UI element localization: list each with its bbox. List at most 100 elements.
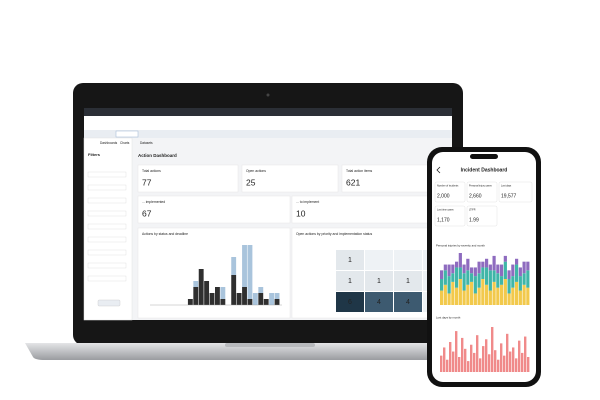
stacked-bar: [477, 287, 481, 305]
heat-cell: [394, 250, 422, 270]
nav-tab[interactable]: Datasets: [140, 141, 153, 145]
bar: [458, 357, 461, 372]
stacked-bar: [496, 287, 500, 305]
kpi-card: [434, 181, 466, 203]
bar-closed: [215, 287, 220, 305]
kpi-value: 77: [142, 177, 152, 187]
bar: [446, 359, 449, 372]
bar: [443, 347, 446, 372]
bar: [485, 339, 488, 372]
stacked-bar: [518, 276, 522, 291]
heat-cell: [394, 292, 422, 312]
stacked-bar: [477, 261, 481, 274]
heat-cell: [336, 271, 364, 291]
apply-button[interactable]: [97, 299, 121, 307]
back-arrow[interactable]: [436, 166, 441, 174]
bar: [512, 347, 515, 372]
laptop-base: [25, 343, 470, 360]
bar-open: [231, 257, 237, 275]
camera: [266, 93, 270, 97]
bar-closed: [247, 299, 253, 305]
stacked-bar: [466, 284, 470, 305]
stacked-bar: [466, 270, 470, 285]
phone-title: Incident Dashboard: [461, 167, 508, 173]
stacked-bar: [447, 293, 451, 305]
kpi-value: 25: [246, 177, 256, 187]
bar-closed: [187, 299, 193, 305]
bar: [518, 340, 521, 372]
filter-field[interactable]: [87, 275, 127, 282]
filter-field[interactable]: [87, 171, 127, 178]
stacked-bar: [481, 261, 485, 268]
stacked-bar: [518, 290, 522, 305]
bar: [494, 350, 497, 372]
filter-field[interactable]: [87, 223, 127, 230]
kpi-label: Lost days: [501, 185, 512, 188]
heat-value: 1: [377, 278, 381, 285]
kpi-label: Personal injury cases: [469, 185, 493, 188]
kpi-card: [498, 181, 533, 203]
bar: [488, 354, 491, 372]
bar: [506, 333, 509, 372]
bar: [515, 358, 518, 372]
bar-open: [193, 281, 199, 287]
active-tab[interactable]: [115, 130, 139, 138]
laptop-notch: [225, 343, 315, 347]
stacked-bar: [470, 281, 474, 305]
kpi-label: Total actions: [142, 169, 161, 173]
stacked-bar: [443, 284, 447, 305]
bar: [455, 331, 458, 372]
bar-open: [258, 287, 264, 293]
kpi-label: Total action items: [346, 169, 372, 173]
kpi-value: 19,577: [501, 193, 517, 199]
stacked-bar: [507, 293, 511, 305]
laptop-content: Dashboards Charts Datasets Filters Action Da…: [87, 141, 453, 319]
stacked-bar: [492, 281, 496, 305]
bar-open: [274, 293, 280, 299]
bar: [482, 346, 485, 372]
nav-tab[interactable]: Dashboards: [100, 141, 118, 145]
filter-field[interactable]: [87, 236, 127, 243]
bar: [503, 355, 506, 372]
bar-closed: [258, 293, 264, 305]
stacked-bar: [518, 267, 522, 277]
nav-tab[interactable]: Charts: [120, 141, 130, 145]
heat-value: 1: [348, 257, 352, 264]
stacked-bar: [473, 267, 477, 277]
filter-field[interactable]: [87, 262, 127, 269]
kpi-label: LTIFR: [469, 209, 476, 212]
kpi-label: Open actions: [246, 169, 266, 173]
stacked-bar: [447, 264, 451, 277]
stacked-bar: [488, 290, 492, 305]
bar: [509, 351, 512, 372]
stacked-bar: [458, 279, 462, 305]
stacked-bar: [473, 293, 477, 305]
bar-closed: [231, 275, 237, 305]
filter-field[interactable]: [87, 184, 127, 191]
stacked-bar: [492, 270, 496, 282]
stacked-bar: [500, 284, 504, 305]
stacked-bar: [515, 258, 519, 265]
kpi-value: 2,000: [437, 193, 450, 199]
stacked-bar: [507, 279, 511, 294]
stacked-bar: [443, 264, 447, 271]
stacked-bar: [451, 264, 455, 274]
filter-field[interactable]: [87, 210, 127, 217]
heat-value: 1: [348, 278, 352, 285]
stacked-bar: [500, 276, 504, 285]
filter-field[interactable]: [87, 197, 127, 204]
stacked-bar: [511, 264, 515, 277]
stacked-bar: [451, 281, 455, 305]
bar-closed: [263, 299, 269, 305]
bar: [440, 355, 443, 372]
heat-cell: [365, 292, 393, 312]
kpi-card: [466, 181, 498, 203]
filter-field[interactable]: [87, 249, 127, 256]
app-bar: [84, 108, 452, 116]
stacked-bar: [488, 264, 492, 271]
stacked-bar: [507, 270, 511, 279]
kpi-value: 1,170: [437, 217, 450, 223]
stacked-bar: [440, 270, 444, 279]
heat-value: 6: [348, 299, 352, 306]
